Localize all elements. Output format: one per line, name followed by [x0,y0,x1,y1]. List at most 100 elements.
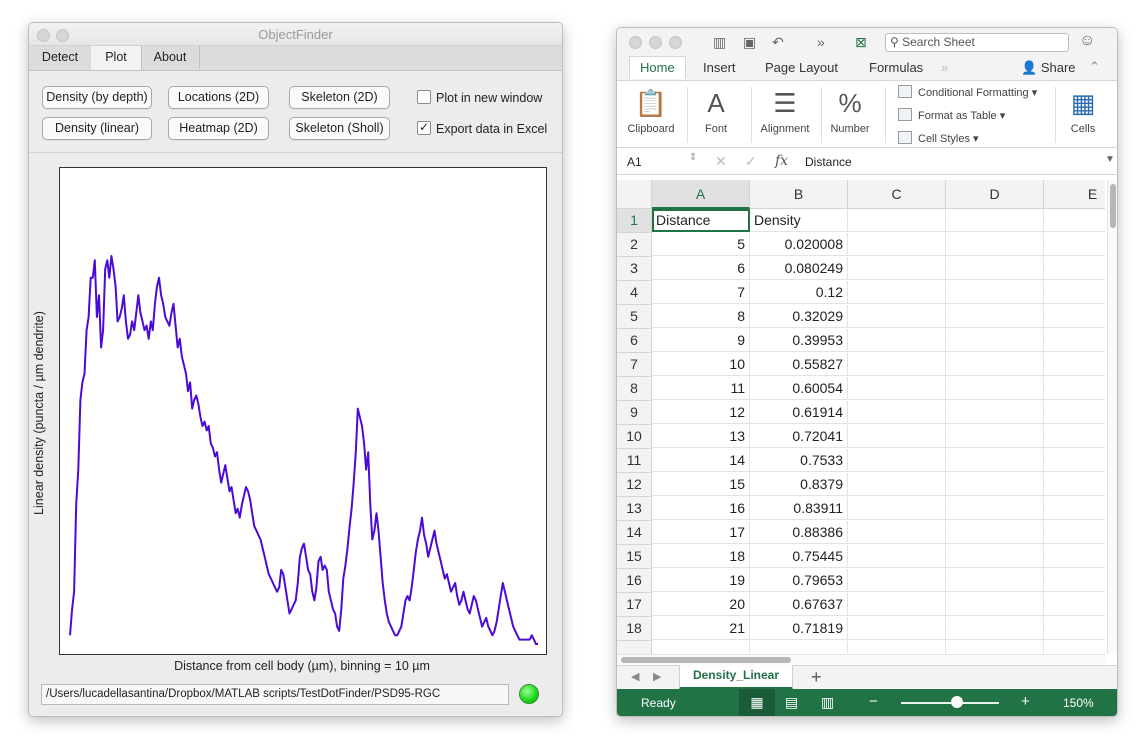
vertical-scroll-thumb[interactable] [1110,184,1116,228]
column-header-a[interactable]: A [652,180,750,209]
share-button[interactable]: 👤 Share [1021,60,1076,76]
cell[interactable]: 15 [652,473,750,496]
cell[interactable] [1044,473,1105,496]
expand-formula-icon[interactable]: ▼ [1105,154,1115,165]
tab-about[interactable]: About [141,46,200,69]
cell[interactable] [946,521,1044,544]
zoom-slider-track[interactable] [901,702,999,704]
row-header[interactable]: 8 [617,377,652,401]
cell[interactable]: 0.83911 [750,497,848,520]
cell[interactable] [946,569,1044,592]
cells-group[interactable]: ▦ Cells [1061,85,1105,135]
cell[interactable] [652,641,750,654]
cell[interactable] [848,545,946,568]
row-header[interactable]: 7 [617,353,652,377]
cell[interactable] [1044,521,1105,544]
cell[interactable]: 0.71819 [750,617,848,640]
horizontal-scrollbar[interactable] [617,654,1105,665]
name-box-stepper-icon[interactable]: ⇕ [689,152,698,163]
cell[interactable] [1044,281,1105,304]
row-header[interactable]: 11 [617,449,652,473]
save-icon[interactable]: ▣ [743,34,757,50]
cell[interactable]: 0.080249 [750,257,848,280]
heatmap-2d-button[interactable]: Heatmap (2D) [168,117,269,140]
path-field[interactable]: /Users/lucadellasantina/Dropbox/MATLAB s… [41,684,509,705]
cell[interactable]: 14 [652,449,750,472]
cell[interactable] [848,593,946,616]
normal-view-icon[interactable]: ▦ [739,689,775,716]
tab-plot[interactable]: Plot [91,46,142,70]
more-tabs-icon[interactable]: » [941,60,949,75]
cell[interactable]: Density [750,209,848,232]
cell[interactable] [1044,617,1105,640]
formula-input[interactable]: Distance [805,155,852,169]
row-header[interactable]: 18 [617,617,652,641]
cell[interactable] [946,545,1044,568]
density-linear-button[interactable]: Density (linear) [42,117,152,140]
cell-styles-button[interactable]: Cell Styles ▾ [898,131,979,145]
cell[interactable] [1044,305,1105,328]
cell[interactable]: 9 [652,329,750,352]
cell[interactable]: 12 [652,401,750,424]
cell[interactable] [848,257,946,280]
cell[interactable] [1044,497,1105,520]
page-layout-view-icon[interactable]: ▤ [785,694,799,710]
cell[interactable] [1044,449,1105,472]
cell[interactable] [1044,569,1105,592]
undo-icon[interactable]: ↶ [772,34,784,50]
vertical-scrollbar[interactable] [1107,180,1117,654]
row-header[interactable]: 14 [617,521,652,545]
tab-detect[interactable]: Detect [29,46,92,69]
plot-new-window-box[interactable] [417,90,431,104]
plot-new-window-checkbox[interactable]: Plot in new window [417,90,542,105]
collapse-ribbon-icon[interactable]: ⌃ [1089,59,1100,74]
row-header[interactable]: 6 [617,329,652,353]
tab-page-layout[interactable]: Page Layout [765,60,839,75]
tab-formulas[interactable]: Formulas [869,60,924,75]
more-commands-icon[interactable]: » [817,34,825,50]
cell[interactable] [848,425,946,448]
cell[interactable] [848,473,946,496]
cell[interactable]: 0.60054 [750,377,848,400]
cell[interactable] [1044,257,1105,280]
cell[interactable] [848,233,946,256]
clipboard-group[interactable]: 📋 Clipboard [623,85,679,135]
horizontal-scroll-thumb[interactable] [621,657,791,663]
cell[interactable] [946,209,1044,232]
cell[interactable] [946,497,1044,520]
sheet-tab-density-linear[interactable]: Density_Linear [679,665,793,690]
cell[interactable] [848,329,946,352]
row-header[interactable]: 3 [617,257,652,281]
name-box[interactable]: A1 [627,155,642,169]
cancel-icon[interactable]: ✕ [715,153,727,169]
cell[interactable]: 18 [652,545,750,568]
cell[interactable] [1044,545,1105,568]
alignment-group[interactable]: ☰ Alignment [755,85,815,135]
cell[interactable] [848,377,946,400]
cell[interactable]: 16 [652,497,750,520]
row-header[interactable]: 5 [617,305,652,329]
cell[interactable] [1044,641,1105,654]
column-header-d[interactable]: D [946,180,1044,209]
cell[interactable]: 0.88386 [750,521,848,544]
close-window-icon[interactable] [629,36,642,49]
export-excel-checkbox[interactable]: Export data in Excel [417,120,547,136]
export-excel-box[interactable] [417,120,431,135]
cell[interactable]: 21 [652,617,750,640]
zoom-slider-thumb[interactable] [951,696,963,708]
zoom-out-icon[interactable]: − [869,693,878,710]
cell[interactable]: 0.67637 [750,593,848,616]
cell[interactable] [946,329,1044,352]
cell[interactable] [848,305,946,328]
cell[interactable] [946,257,1044,280]
smiley-feedback-icon[interactable]: ☺ [1079,32,1096,49]
cell[interactable] [848,353,946,376]
cell[interactable] [946,401,1044,424]
sidebar-toggle-icon[interactable]: ▥ [713,34,727,50]
row-header[interactable]: 1 [617,209,652,233]
cell[interactable] [848,209,946,232]
cell[interactable] [848,641,946,654]
cell[interactable]: 0.32029 [750,305,848,328]
row-header[interactable]: 13 [617,497,652,521]
zoom-in-icon[interactable]: + [1021,693,1030,710]
